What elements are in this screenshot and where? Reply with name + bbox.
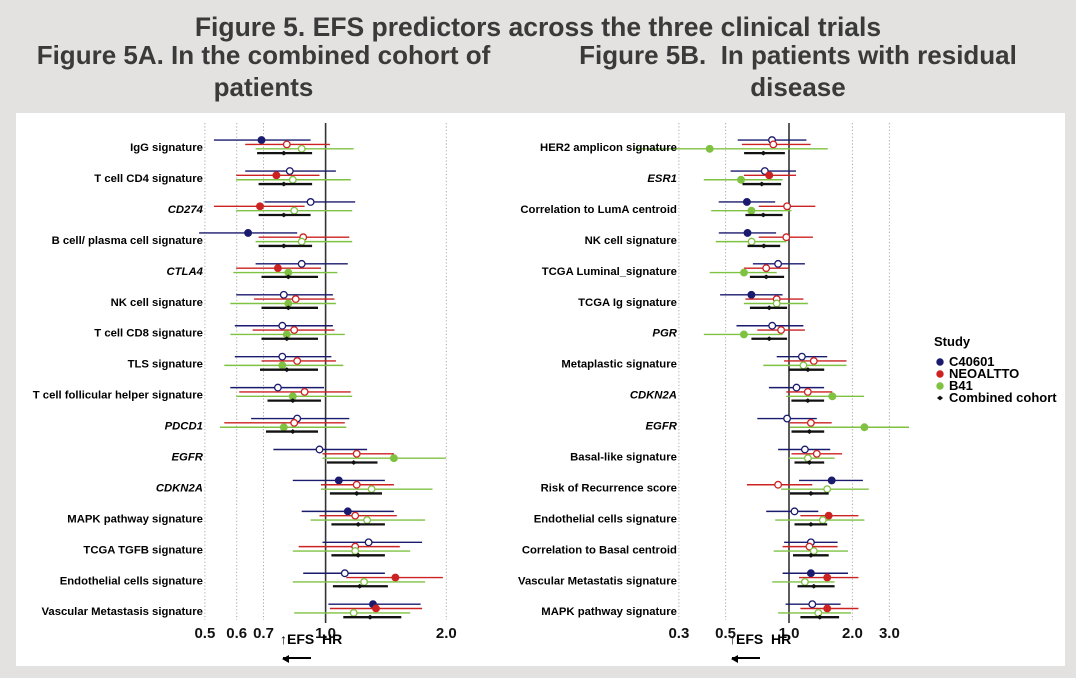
svg-text:TLS signature: TLS signature: [128, 359, 203, 371]
svg-text:PDCD1: PDCD1: [165, 421, 203, 433]
svg-text:Combined cohort: Combined cohort: [949, 390, 1057, 405]
svg-text:PGR: PGR: [652, 328, 677, 340]
svg-text:CDKN2A: CDKN2A: [156, 482, 203, 494]
svg-text:3.0: 3.0: [879, 625, 900, 642]
svg-text:TCGA Luminal_signature: TCGA Luminal_signature: [542, 266, 677, 278]
svg-text:Risk of Recurrence score: Risk of Recurrence score: [541, 482, 677, 494]
svg-text:T cell CD8 signature: T cell CD8 signature: [94, 328, 203, 340]
svg-text:ESR1: ESR1: [647, 173, 677, 185]
svg-text:Basal-like signature: Basal-like signature: [570, 452, 677, 464]
svg-text:EGFR: EGFR: [172, 452, 204, 464]
svg-text:B cell/ plasma cell signature: B cell/ plasma cell signature: [52, 235, 203, 247]
svg-text:T cell follicular helper signa: T cell follicular helper signature: [33, 390, 203, 402]
svg-text:TCGA Ig signature: TCGA Ig signature: [578, 297, 677, 309]
svg-text:0.6: 0.6: [226, 625, 247, 642]
svg-text:0.5: 0.5: [194, 625, 215, 642]
svg-text:Vascular Metastasis signature: Vascular Metastasis signature: [42, 606, 203, 618]
svg-text:MAPK pathway signature: MAPK pathway signature: [541, 606, 677, 618]
svg-text:IgG signature: IgG signature: [130, 142, 203, 154]
svg-text:2.0: 2.0: [436, 625, 457, 642]
svg-text:Correlation to LumA centroid: Correlation to LumA centroid: [520, 204, 677, 216]
svg-text:Metaplastic signature: Metaplastic signature: [561, 359, 677, 371]
svg-text:MAPK pathway signature: MAPK pathway signature: [67, 513, 203, 525]
svg-text:2.0: 2.0: [842, 625, 863, 642]
svg-text:0.3: 0.3: [668, 625, 689, 642]
svg-text:Endothelial cells signature: Endothelial cells signature: [534, 513, 677, 525]
svg-text:HER2 amplicon signature: HER2 amplicon signature: [540, 142, 677, 154]
svg-text:TCGA TGFB signature: TCGA TGFB signature: [83, 544, 202, 556]
svg-text:CTLA4: CTLA4: [166, 266, 203, 278]
svg-text:CD274: CD274: [168, 204, 204, 216]
svg-text:0.7: 0.7: [253, 625, 274, 642]
svg-text:T cell CD4 signature: T cell CD4 signature: [94, 173, 203, 185]
svg-text:CDKN2A: CDKN2A: [630, 390, 677, 402]
svg-text:Vascular Metastatis signature: Vascular Metastatis signature: [518, 575, 677, 587]
svg-text:NK cell signature: NK cell signature: [585, 235, 677, 247]
svg-text:Endothelial cells signature: Endothelial cells signature: [60, 575, 203, 587]
svg-text:EGFR: EGFR: [646, 421, 678, 433]
svg-text:Study: Study: [934, 334, 971, 349]
svg-text:NK cell signature: NK cell signature: [111, 297, 203, 309]
svg-text:Correlation to Basal centroid: Correlation to Basal centroid: [522, 544, 677, 556]
